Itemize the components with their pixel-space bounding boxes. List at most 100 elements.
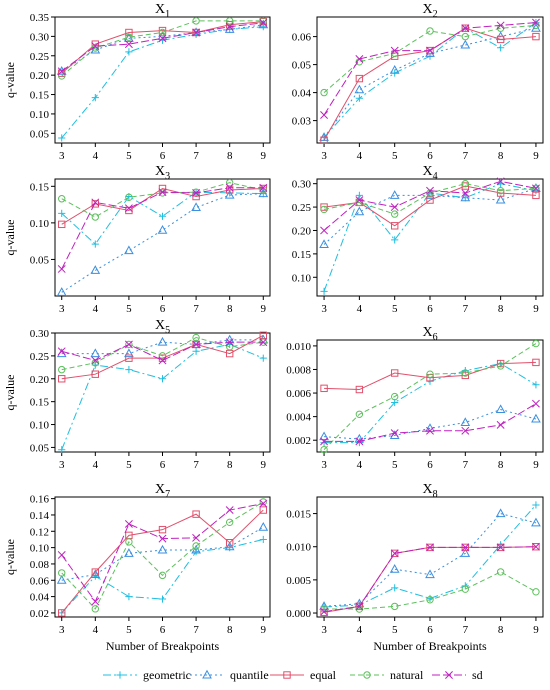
data-point <box>56 575 67 584</box>
x-tick-label: 9 <box>533 624 539 636</box>
x-tick-label: 3 <box>321 624 327 636</box>
data-point <box>495 404 506 414</box>
data-point <box>354 84 365 94</box>
panel-x3: X33 4 5 6 7 8 90.050.100.15q-value <box>3 164 271 315</box>
data-point <box>532 501 540 509</box>
data-point <box>192 510 200 518</box>
data-point <box>158 356 167 365</box>
legend-item-quantile: quantile <box>190 668 269 682</box>
y-tick-label: 0.05 <box>30 254 50 266</box>
data-point <box>426 594 434 603</box>
series-sd <box>320 542 540 616</box>
series-line <box>61 337 264 371</box>
data-point <box>390 429 399 438</box>
series-line <box>324 504 537 608</box>
data-point <box>57 67 66 76</box>
series-line <box>323 27 537 138</box>
data-point <box>390 46 399 55</box>
data-point <box>158 595 167 603</box>
y-tick-label: 0.20 <box>30 70 50 82</box>
data-point <box>125 366 133 374</box>
data-point <box>192 533 201 542</box>
data-point <box>57 347 66 356</box>
data-point <box>259 186 267 194</box>
data-point <box>91 605 100 613</box>
data-point <box>58 72 66 80</box>
series-line <box>61 334 264 380</box>
x-tick-label: 7 <box>463 303 469 315</box>
x-tick-label: 6 <box>427 303 433 315</box>
data-point <box>225 21 234 29</box>
series-equal <box>320 24 540 144</box>
data-point <box>158 354 167 362</box>
data-point <box>158 188 167 197</box>
data-point <box>461 369 470 377</box>
data-point <box>225 186 234 194</box>
x-tick-label: 8 <box>227 303 233 315</box>
x-tick-label: 9 <box>533 150 539 162</box>
series-natural <box>58 178 267 221</box>
y-tick-label: 0.20 <box>292 225 312 237</box>
legend-swatch-marker <box>445 671 453 679</box>
data-point <box>191 544 201 554</box>
data-point <box>91 94 99 102</box>
x-tick-label: 3 <box>59 303 65 315</box>
data-point <box>355 191 363 199</box>
data-point <box>461 182 470 190</box>
data-point <box>531 542 540 551</box>
x-tick-label: 9 <box>533 459 539 471</box>
x-tick-label: 5 <box>126 150 132 162</box>
series-line <box>61 193 264 293</box>
x-tick-label: 8 <box>227 150 233 162</box>
data-point <box>57 264 66 273</box>
data-point <box>158 28 167 37</box>
series-line <box>61 509 264 614</box>
y-tick-label: 0.20 <box>30 374 50 386</box>
data-point <box>460 417 471 427</box>
series-quantile <box>319 183 541 249</box>
data-point <box>58 195 66 203</box>
series-line <box>323 343 537 450</box>
legend-item-geometric: geometric <box>103 668 191 682</box>
y-tick-label: 0.05 <box>30 128 50 140</box>
y-tick-label: 0.04 <box>292 88 312 100</box>
data-point <box>124 348 134 358</box>
x-tick-label: 4 <box>357 303 363 315</box>
data-point <box>320 445 328 454</box>
data-point <box>390 369 399 377</box>
y-tick-label: 0.06 <box>30 575 50 587</box>
data-point <box>125 340 133 349</box>
x-tick-label: 8 <box>498 303 504 315</box>
y-tick-label: 0.25 <box>292 202 312 214</box>
x-tick-label: 6 <box>427 150 433 162</box>
data-point <box>259 535 267 544</box>
legend-swatch-marker <box>363 671 371 679</box>
legend-item-natural: natural <box>350 668 424 682</box>
panel-title: X1 <box>155 2 170 20</box>
data-point <box>125 206 133 215</box>
data-point <box>320 136 328 144</box>
data-point <box>58 209 66 217</box>
data-point <box>259 498 267 506</box>
x-tick-label: 7 <box>193 150 199 162</box>
data-point <box>460 548 471 557</box>
y-tick-label: 0.30 <box>292 179 312 191</box>
panel-title-main: X <box>422 2 432 17</box>
data-point <box>355 601 363 609</box>
x-tick-label: 7 <box>193 624 199 636</box>
data-point <box>355 385 364 394</box>
y-axis-title: q-value <box>3 220 17 256</box>
legend-label: sd <box>472 668 483 682</box>
data-point <box>461 24 470 33</box>
data-point <box>320 287 328 295</box>
legend-swatch-marker <box>283 671 291 679</box>
data-point <box>91 213 100 221</box>
panel-title: X8 <box>422 482 437 500</box>
data-point <box>355 602 364 611</box>
panel-title: X4 <box>422 164 437 182</box>
data-point <box>391 236 399 244</box>
series-quantile <box>56 188 269 296</box>
data-point <box>225 539 234 547</box>
series-line <box>323 24 536 93</box>
